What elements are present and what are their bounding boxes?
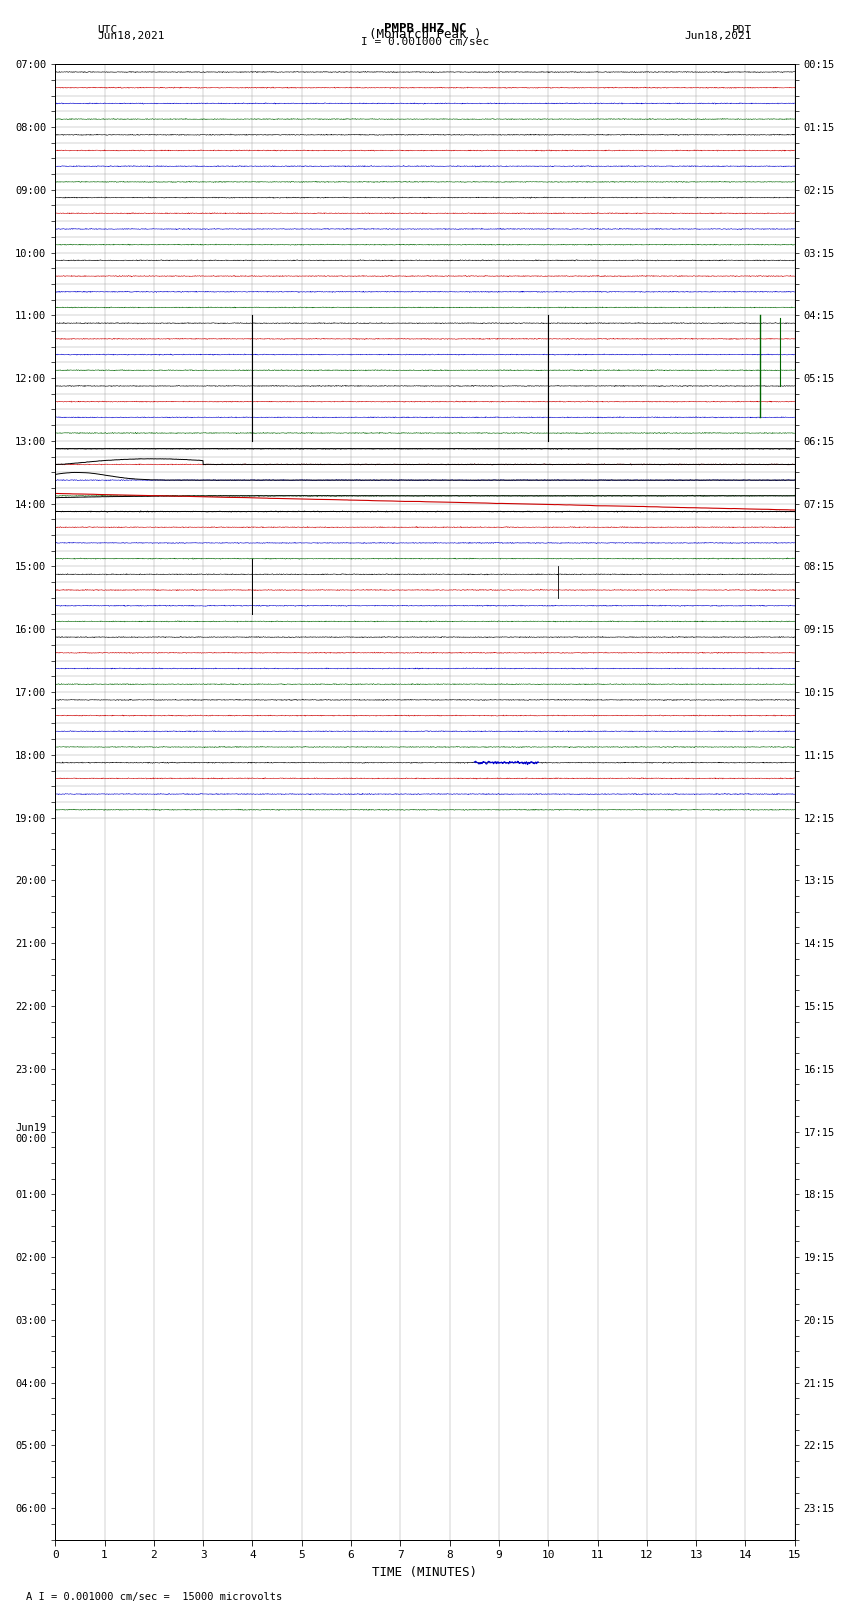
Text: Jun18,2021: Jun18,2021 (685, 31, 752, 40)
Text: (Monarch Peak ): (Monarch Peak ) (369, 27, 481, 40)
Text: A I = 0.001000 cm/sec =  15000 microvolts: A I = 0.001000 cm/sec = 15000 microvolts (26, 1592, 281, 1602)
Text: PMPB HHZ NC: PMPB HHZ NC (383, 21, 467, 35)
Text: Jun18,2021: Jun18,2021 (98, 31, 165, 40)
Text: UTC: UTC (98, 24, 118, 35)
X-axis label: TIME (MINUTES): TIME (MINUTES) (372, 1566, 478, 1579)
Text: I = 0.001000 cm/sec: I = 0.001000 cm/sec (361, 37, 489, 47)
Text: PDT: PDT (732, 24, 752, 35)
